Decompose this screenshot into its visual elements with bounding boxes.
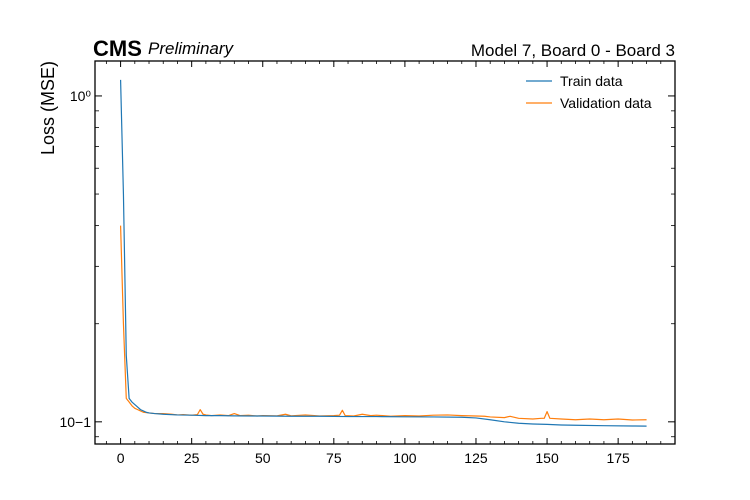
chart-title: Model 7, Board 0 - Board 3	[471, 41, 675, 60]
x-tick-label: 25	[184, 450, 200, 466]
legend-label-validation: Validation data	[560, 95, 652, 111]
x-tick-label: 0	[117, 450, 125, 466]
series-layer	[119, 79, 647, 427]
plot-frame	[94, 60, 676, 445]
experiment-label: CMS	[93, 36, 142, 61]
x-tick-label: 125	[464, 450, 488, 466]
status-label: Preliminary	[148, 39, 235, 58]
x-tick-label: 100	[393, 450, 417, 466]
x-axis-ticks: 0 25 50 75 100 125 150 175	[105, 61, 662, 466]
x-tick-label: 50	[255, 450, 271, 466]
legend: Train data Validation data	[526, 73, 652, 111]
x-tick-label: 150	[535, 450, 559, 466]
legend-label-train: Train data	[560, 73, 623, 89]
y-axis-label: Loss (MSE)	[38, 61, 58, 155]
y-tick-label: 10⁰	[70, 88, 92, 104]
y-axis-ticks: 10−1 10⁰	[59, 88, 675, 438]
x-tick-label: 175	[606, 450, 630, 466]
series-line-train	[119, 79, 647, 427]
x-tick-label: 75	[326, 450, 342, 466]
y-tick-label: 10−1	[59, 414, 91, 430]
